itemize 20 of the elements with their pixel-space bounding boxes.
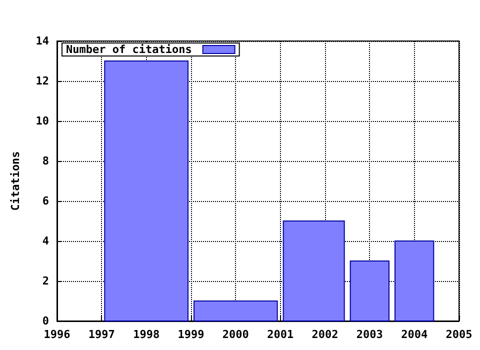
x-tick-label: 2001	[267, 328, 294, 341]
y-tick-label: 8	[42, 154, 49, 168]
x-tick-label: 1999	[178, 328, 204, 341]
y-tick-label: 2	[42, 274, 49, 288]
x-tick-label: 2003	[356, 328, 383, 341]
legend-label: Number of citations	[66, 43, 192, 56]
x-tick-label: 1998	[133, 328, 160, 341]
x-tick-label: 1997	[88, 328, 115, 341]
y-tick-label: 14	[36, 34, 50, 48]
x-tick-label: 2002	[312, 328, 338, 341]
y-tick-label: 0	[42, 314, 49, 328]
x-tick-label: 1996	[44, 328, 71, 341]
x-tick-label: 2000	[222, 328, 249, 341]
y-tick-label: 10	[36, 114, 49, 128]
x-tick-label: 2004	[401, 328, 428, 341]
y-tick-label: 4	[42, 234, 50, 248]
y-axis-title: Citations	[9, 151, 22, 211]
x-tick-label: 2005	[446, 328, 472, 341]
y-tick-label: 6	[42, 194, 50, 208]
y-tick-label: 12	[36, 74, 49, 88]
